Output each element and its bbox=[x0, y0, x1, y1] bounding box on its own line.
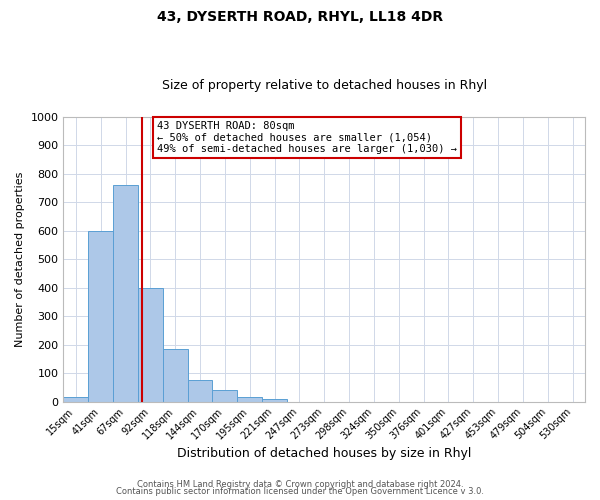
Bar bbox=[212, 390, 237, 402]
Text: 43, DYSERTH ROAD, RHYL, LL18 4DR: 43, DYSERTH ROAD, RHYL, LL18 4DR bbox=[157, 10, 443, 24]
Text: Contains public sector information licensed under the Open Government Licence v : Contains public sector information licen… bbox=[116, 487, 484, 496]
Bar bbox=[262, 399, 287, 402]
Bar bbox=[188, 380, 212, 402]
Bar bbox=[88, 230, 113, 402]
Y-axis label: Number of detached properties: Number of detached properties bbox=[15, 172, 25, 347]
Bar bbox=[113, 185, 138, 402]
Bar bbox=[138, 288, 163, 402]
Bar bbox=[64, 398, 88, 402]
Text: 43 DYSERTH ROAD: 80sqm
← 50% of detached houses are smaller (1,054)
49% of semi-: 43 DYSERTH ROAD: 80sqm ← 50% of detached… bbox=[157, 121, 457, 154]
X-axis label: Distribution of detached houses by size in Rhyl: Distribution of detached houses by size … bbox=[177, 447, 472, 460]
Bar bbox=[163, 349, 188, 402]
Text: Contains HM Land Registry data © Crown copyright and database right 2024.: Contains HM Land Registry data © Crown c… bbox=[137, 480, 463, 489]
Title: Size of property relative to detached houses in Rhyl: Size of property relative to detached ho… bbox=[161, 79, 487, 92]
Bar bbox=[237, 398, 262, 402]
